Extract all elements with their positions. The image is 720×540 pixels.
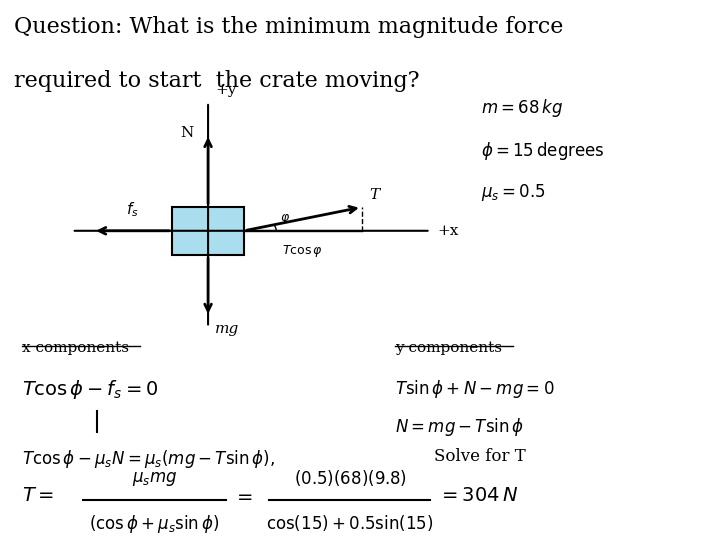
Text: $\cos(15) + 0.5\sin(15)$: $\cos(15) + 0.5\sin(15)$ bbox=[266, 512, 434, 532]
Text: $f_s$: $f_s$ bbox=[127, 200, 139, 219]
Text: $= 304\,N$: $= 304\,N$ bbox=[438, 488, 518, 505]
Text: $(0.5)(68)(9.8)$: $(0.5)(68)(9.8)$ bbox=[294, 468, 407, 488]
Text: +x: +x bbox=[438, 224, 459, 238]
Text: $\phi = 15\,\mathrm{degrees}$: $\phi = 15\,\mathrm{degrees}$ bbox=[481, 139, 604, 161]
Text: $T\cos\phi - \mu_s N = \mu_s(mg - T\sin\phi),$: $T\cos\phi - \mu_s N = \mu_s(mg - T\sin\… bbox=[22, 448, 274, 470]
Text: $T =$: $T =$ bbox=[22, 488, 53, 505]
Text: y components: y components bbox=[395, 341, 502, 355]
Text: +y: +y bbox=[215, 83, 237, 97]
Text: $(\cos\phi + \mu_s\sin\phi)$: $(\cos\phi + \mu_s\sin\phi)$ bbox=[89, 512, 220, 535]
Text: $\varphi$: $\varphi$ bbox=[280, 213, 290, 226]
Text: $\mu_s mg$: $\mu_s mg$ bbox=[132, 470, 177, 488]
Bar bbox=[172, 207, 244, 255]
Text: $T\sin\phi + N - mg = 0$: $T\sin\phi + N - mg = 0$ bbox=[395, 379, 554, 400]
Text: $T\cos\varphi$: $T\cos\varphi$ bbox=[282, 242, 323, 259]
Text: Solve for T: Solve for T bbox=[434, 448, 526, 465]
Text: mg: mg bbox=[215, 322, 240, 336]
Text: N: N bbox=[180, 125, 193, 139]
Text: Question: What is the minimum magnitude force: Question: What is the minimum magnitude … bbox=[14, 16, 564, 38]
Text: required to start  the crate moving?: required to start the crate moving? bbox=[14, 70, 420, 92]
Text: $=$: $=$ bbox=[233, 488, 253, 505]
Text: $\mu_s = 0.5$: $\mu_s = 0.5$ bbox=[481, 183, 546, 204]
Text: T: T bbox=[369, 188, 379, 202]
Text: $m = 68\,kg$: $m = 68\,kg$ bbox=[481, 97, 563, 119]
Text: $N = mg - T\sin\phi$: $N = mg - T\sin\phi$ bbox=[395, 416, 523, 438]
Text: $T\cos\phi - f_s = 0$: $T\cos\phi - f_s = 0$ bbox=[22, 379, 158, 401]
Text: x components: x components bbox=[22, 341, 129, 355]
